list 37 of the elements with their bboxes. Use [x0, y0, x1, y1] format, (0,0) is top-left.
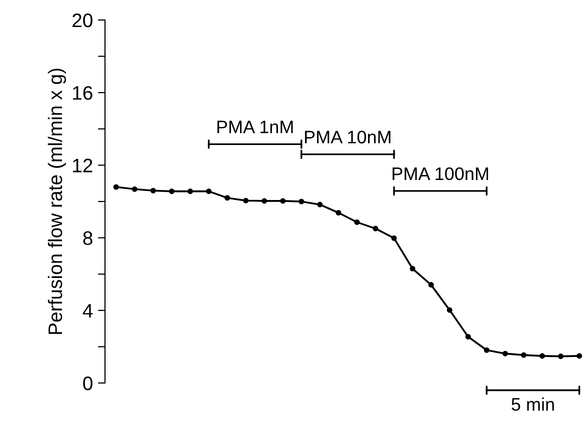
point [187, 188, 194, 194]
point [428, 282, 434, 288]
point [206, 188, 212, 194]
point [558, 354, 564, 360]
point [502, 350, 508, 356]
point [280, 198, 286, 204]
point [539, 353, 546, 359]
y-tick-label: 0 [83, 376, 92, 390]
point [354, 219, 360, 225]
y-tick-label: 8 [83, 231, 92, 246]
point [224, 195, 230, 201]
point [243, 198, 249, 204]
point [317, 202, 323, 208]
point [520, 352, 526, 358]
point [132, 186, 138, 192]
annotation: PMA 10nM [305, 130, 390, 144]
point [465, 334, 471, 340]
point [576, 353, 582, 359]
point [446, 307, 452, 313]
y-axis-title: Perfusion flow rate (ml/min x g) [48, 68, 66, 334]
point [113, 184, 119, 190]
point [372, 226, 378, 232]
y-tick-label: 12 [73, 158, 92, 172]
point [168, 188, 174, 194]
point [410, 266, 416, 272]
point [262, 198, 268, 204]
y-tick-label: 20 [72, 13, 92, 28]
annotation: PMA 100nM [392, 167, 488, 180]
point [150, 188, 156, 194]
point [298, 198, 304, 204]
text: 5 min [512, 398, 554, 411]
point [391, 235, 397, 241]
annotation: PMA 1nM [217, 120, 293, 134]
y-tick-label: 16 [73, 86, 92, 100]
point [336, 210, 342, 216]
point [484, 347, 490, 353]
y-tick-label: 4 [82, 304, 93, 318]
